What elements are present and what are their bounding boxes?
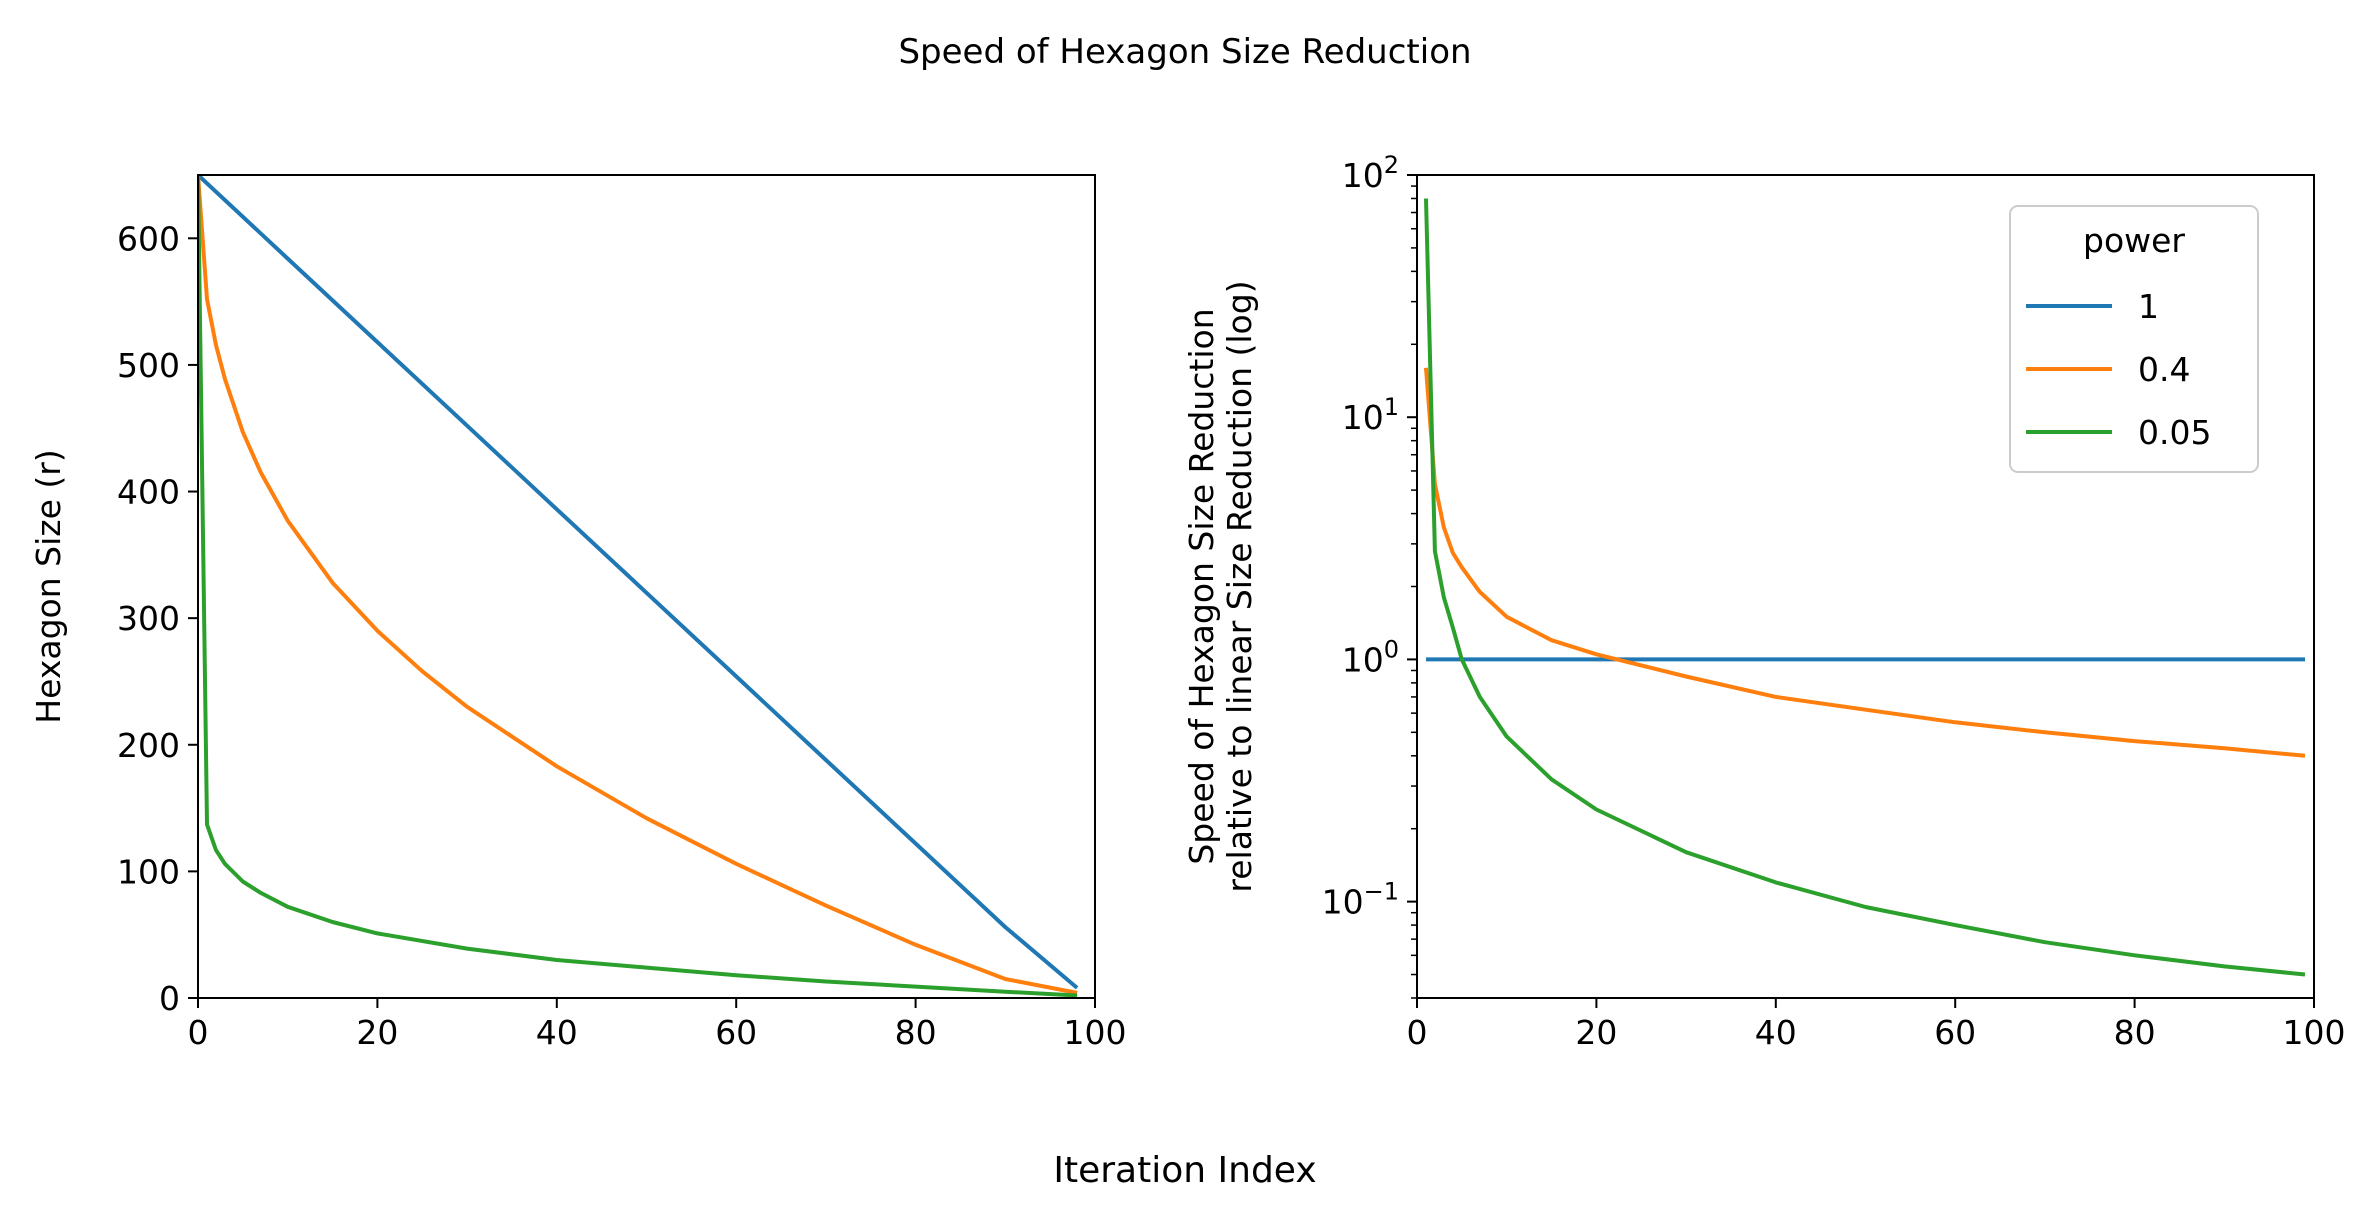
x-tick-label: 40 [536,1013,578,1052]
legend-label: 1 [2138,287,2159,326]
y-tick-label: 600 [117,219,180,258]
y-tick-label: 101 [1342,393,1399,437]
legend: power 1 0.4 0.05 [2009,205,2259,473]
series-line-0.05 [198,175,1078,998]
x-tick-label: 100 [1064,1013,1127,1052]
series-line-0.05 [1424,198,2306,977]
y-tick-label: 200 [117,726,180,765]
x-tick-label: 40 [1755,1013,1797,1052]
y-axis-label: relative to linear Size Reduction (log) [1220,280,1259,892]
x-tick-label: 20 [1575,1013,1617,1052]
x-tick-label: 60 [715,1013,757,1052]
series-line-1 [198,175,1079,990]
x-tick-label: 20 [356,1013,398,1052]
x-tick-label: 80 [895,1013,937,1052]
x-tick-label: 0 [188,1013,209,1052]
left-chart-panel: 0 20 40 60 80 100 0 100 200 300 400 500 600 Hexagon S… [29,174,1127,1052]
series-line-0.4 [198,175,1078,995]
y-tick-label: 0 [159,979,180,1018]
series-line-0.4 [1424,367,2306,758]
y-axis-label: Hexagon Size (r) [29,449,68,723]
y-tick-label: 400 [117,473,180,512]
y-tick-label: 10−1 [1322,878,1399,922]
axes-frame [197,174,1096,999]
x-tick-label: 0 [1407,1013,1428,1052]
legend-title: power [2083,221,2185,260]
y-tick-label: 500 [117,346,180,385]
legend-box [2009,205,2259,473]
y-tick-label: 300 [117,599,180,638]
figure-title: Speed of Hexagon Size Reduction [898,32,1471,72]
legend-label: 0.4 [2138,350,2190,389]
x-tick-label: 60 [1934,1013,1976,1052]
y-axis-label: Speed of Hexagon Size Reduction [1182,308,1221,864]
y-tick-label: 100 [117,852,180,891]
series-group [198,175,1079,998]
series-group [1424,198,2306,977]
figure-xlabel: Iteration Index [1053,1150,1316,1191]
x-tick-label: 100 [2283,1013,2346,1052]
legend-label: 0.05 [2138,413,2211,452]
y-tick-label: 100 [1342,635,1399,679]
x-tick-label: 80 [2114,1013,2156,1052]
y-tick-label: 102 [1342,151,1399,195]
right-chart-panel: 0 20 40 60 80 100 10−1 100 101 102 Speed of Hexago… [1182,151,2346,1052]
